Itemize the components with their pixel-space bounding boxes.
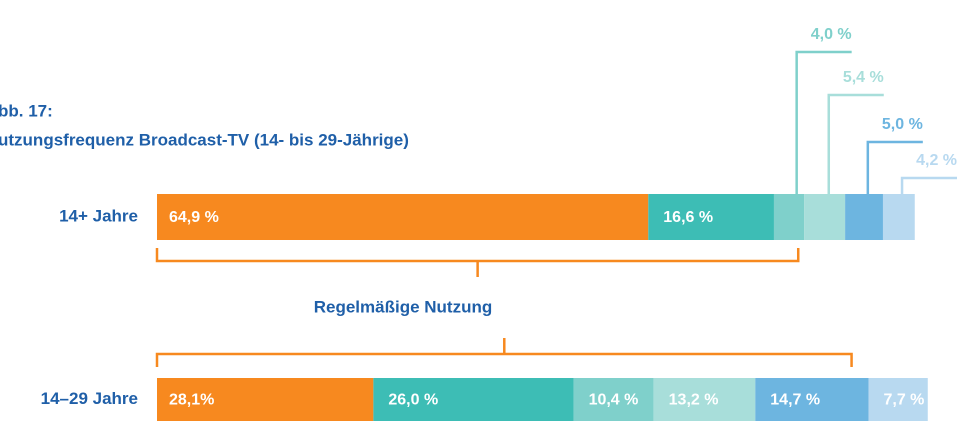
chart-title: bb. 17: bbox=[0, 101, 53, 120]
value-label: 13,2 % bbox=[669, 392, 719, 409]
bar-segment bbox=[845, 194, 883, 240]
bar-segment bbox=[157, 194, 649, 240]
leader-line bbox=[795, 50, 852, 194]
bracket bbox=[155, 248, 800, 263]
value-label: 28,1% bbox=[169, 392, 214, 409]
bar-segment bbox=[882, 194, 915, 240]
annotation: Regelmäßige Nutzung bbox=[314, 297, 493, 316]
bar-segment bbox=[804, 194, 846, 240]
leader-line bbox=[866, 140, 923, 194]
bar-segment bbox=[773, 194, 805, 240]
bar-segment bbox=[648, 194, 774, 240]
chart-title: utzungsfrequenz Broadcast-TV (14- bis 29… bbox=[0, 130, 409, 149]
bar-segment bbox=[157, 378, 374, 421]
value-label: 5,4 % bbox=[843, 69, 884, 86]
value-label: 4,2 % bbox=[916, 152, 957, 169]
bracket bbox=[155, 352, 853, 367]
bar-segment bbox=[755, 378, 869, 421]
value-label: 5,0 % bbox=[882, 116, 923, 133]
row-label: 14–29 Jahre bbox=[41, 389, 138, 408]
value-label: 7,7 % bbox=[883, 392, 924, 409]
bar-segment bbox=[573, 378, 654, 421]
row-label: 14+ Jahre bbox=[59, 206, 138, 225]
value-label: 4,0 % bbox=[811, 26, 852, 43]
value-label: 14,7 % bbox=[770, 392, 820, 409]
value-label: 64,9 % bbox=[169, 209, 219, 226]
leader-line bbox=[900, 176, 957, 194]
value-label: 10,4 % bbox=[589, 392, 639, 409]
bar-segment bbox=[868, 378, 928, 421]
value-label: 16,6 % bbox=[663, 209, 713, 226]
bar-segment bbox=[653, 378, 756, 421]
value-label: 26,0 % bbox=[388, 392, 438, 409]
bar-segment bbox=[373, 378, 574, 421]
leader-line bbox=[827, 93, 884, 194]
